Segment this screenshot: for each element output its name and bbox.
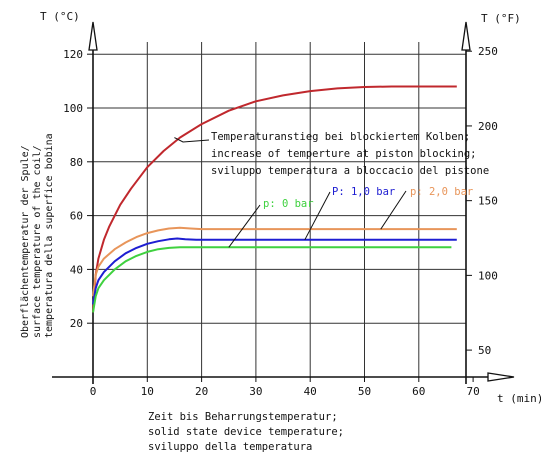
y-tick-label-c: 60 (70, 210, 83, 223)
right-axis-arrow (461, 21, 471, 51)
x-tick-label: 50 (358, 385, 371, 398)
series-p-0-bar (92, 246, 452, 313)
x-tick-label: 40 (304, 385, 317, 398)
x-tick-label: 60 (412, 385, 425, 398)
y-tick-label-f: 150 (478, 195, 498, 208)
annotation-leaders (174, 137, 407, 248)
y-tick-label-c: 80 (70, 156, 83, 169)
leader-p0 (228, 204, 261, 248)
x-tick-label: 20 (195, 385, 208, 398)
label-p1: P: 1,0 bar (332, 186, 395, 198)
y-axis-label: Oberflächentemperatur der Spule/ surface… (20, 133, 55, 338)
label-p0: p: 0 bar (263, 198, 314, 210)
x-tick-label: 0 (90, 385, 97, 398)
series-p-2-bar (92, 226, 457, 297)
grid (93, 42, 466, 377)
series-lines (92, 85, 457, 313)
series-p-1-bar (92, 237, 457, 305)
y-tick-label-c: 40 (70, 263, 83, 276)
y-tick-label-c: 100 (63, 102, 83, 115)
x-tick-label: 30 (249, 385, 262, 398)
right-axis-title: T (°F) (481, 12, 521, 25)
left-axis-title: T (°C) (40, 10, 80, 23)
x-axis-label: Zeit bis Beharrungstemperatur; solid sta… (148, 411, 350, 453)
x-tick-label: 70 (466, 385, 479, 398)
blocking-annotation: Temperaturanstieg bei blockiertem Kolben… (211, 131, 489, 177)
tick-labels: 0 10 20 30 40 50 60 70 20 40 60 80 100 120 50 100 150 200… (63, 45, 498, 398)
leader-blocked-piston (174, 137, 210, 143)
y-tick-label-f: 250 (478, 45, 498, 58)
leader-p1 (304, 191, 331, 241)
y-tick-label-f: 200 (478, 120, 498, 133)
series-blocked-piston (92, 85, 457, 313)
y-tick-label-c: 120 (63, 48, 83, 61)
x-tick-label: 10 (141, 385, 154, 398)
leader-p2 (380, 190, 407, 230)
y-tick-label-c: 20 (70, 317, 83, 330)
y-tick-label-f: 50 (478, 344, 491, 357)
x-axis-title: t (min) (497, 392, 541, 405)
label-p2: p: 2,0 bar (410, 186, 473, 198)
x-axis-arrow (487, 372, 515, 382)
y-tick-label-f: 100 (478, 269, 498, 282)
left-axis-arrow (88, 21, 98, 51)
